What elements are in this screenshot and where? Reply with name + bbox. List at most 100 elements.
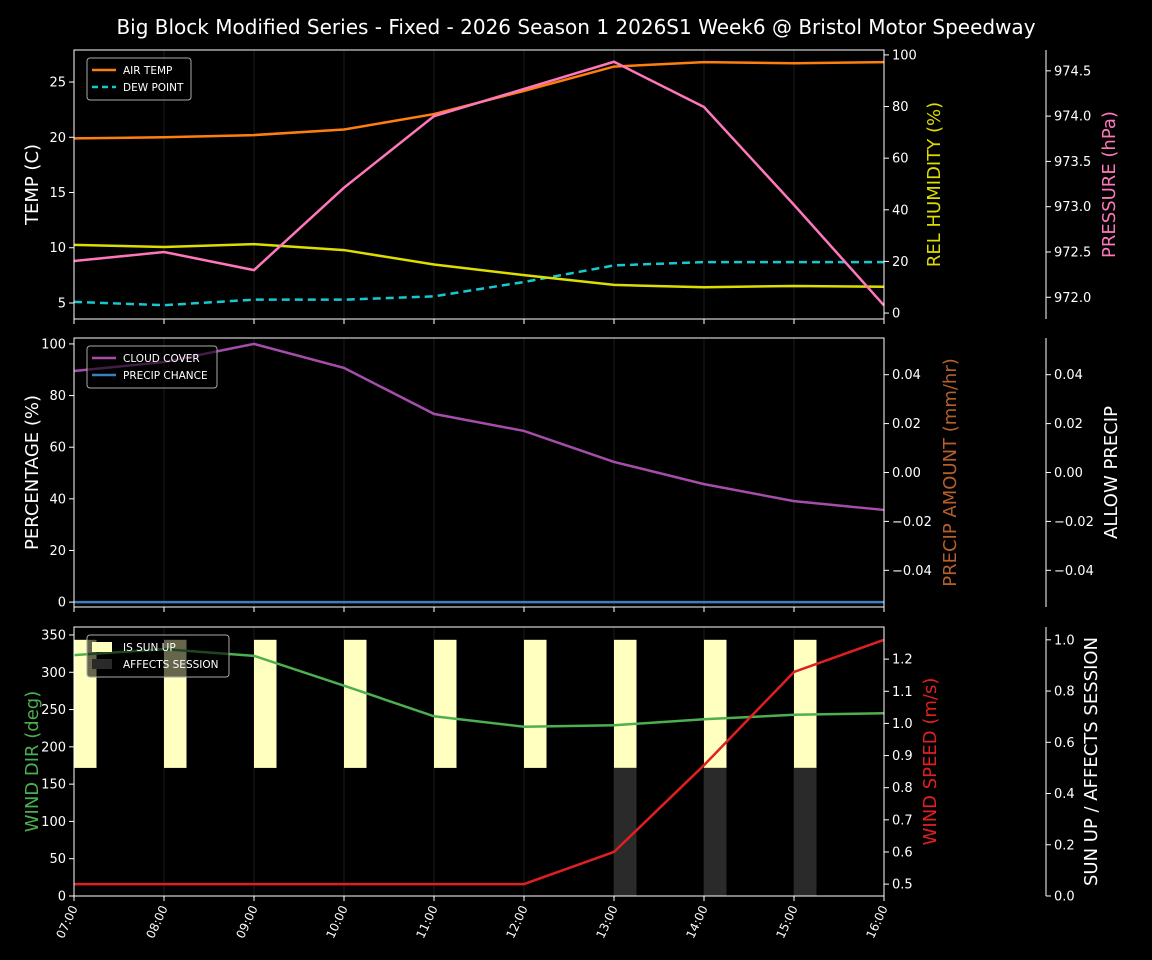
x-tick-label: 13:00 (593, 903, 620, 940)
axis-label: PERCENTAGE (%) (22, 395, 43, 550)
y-tick-label: 0.02 (892, 417, 921, 432)
legend: IS SUN UP AFFECTS SESSION (86, 634, 230, 678)
legend-label: CLOUD COVER (123, 353, 200, 365)
x-tick-label: 12:00 (503, 903, 530, 940)
legend-swatch (92, 642, 112, 652)
y-tick-label: 80 (49, 389, 66, 404)
plot-area (74, 50, 884, 319)
bar-is-sun-up (614, 639, 637, 768)
y-tick-label: 0.00 (1054, 466, 1083, 481)
x-tick-label: 09:00 (233, 903, 260, 940)
y-tick-label: 15 (49, 186, 66, 201)
y-tick-label: −0.04 (1054, 564, 1094, 579)
y-tick-label: 100 (41, 815, 66, 830)
series-line-axis2 (73, 60, 885, 307)
legend-swatch (92, 659, 112, 669)
y-tick-label: −0.04 (892, 564, 932, 579)
legend-box (86, 57, 192, 101)
y-tick-label: 150 (41, 778, 66, 793)
y-tick-label: 972.0 (1054, 291, 1091, 306)
y-tick-label: 1.2 (892, 653, 913, 668)
y-tick-label: 40 (49, 492, 66, 507)
y-tick-label: 0.8 (892, 781, 913, 796)
y-tick-label: 0 (58, 890, 66, 905)
chart-title: Big Block Modified Series - Fixed - 2026… (116, 15, 1036, 39)
y-tick-label: 0.9 (892, 749, 913, 764)
y-tick-label: 300 (41, 666, 66, 681)
y-tick-label: 25 (49, 76, 66, 91)
axis-label: SUN UP / AFFECTS SESSION (1081, 637, 1102, 886)
bar-affects-session (614, 767, 637, 896)
legend-label: DEW POINT (123, 82, 184, 94)
y-tick-label: 20 (49, 131, 66, 146)
legend-label: PRECIP CHANCE (123, 370, 208, 382)
bar-is-sun-up (344, 639, 367, 768)
y-tick-label: 350 (41, 628, 66, 643)
x-tick-label: 14:00 (683, 903, 710, 940)
x-tick-label: 07:00 (53, 903, 80, 940)
y-tick-label: 5 (58, 296, 66, 311)
y-tick-label: 0.00 (892, 466, 921, 481)
axis-label: WIND SPEED (m/s) (920, 678, 941, 846)
y-tick-label: 20 (892, 255, 909, 270)
y-tick-label: 20 (49, 544, 66, 559)
legend-label: AIR TEMP (123, 65, 172, 77)
bar-is-sun-up (434, 639, 457, 768)
y-tick-label: 0.8 (1054, 685, 1075, 700)
y-tick-label: 0.04 (1054, 368, 1083, 383)
panel-3: 07:00 08:00 09:00 10:00 11:00 12:00 13:00 14:00… (22, 626, 1102, 941)
bar-is-sun-up (254, 639, 277, 768)
axis-label: WIND DIR (deg) (22, 691, 43, 833)
legend-box (86, 345, 218, 389)
axis-label: TEMP (C) (22, 144, 43, 226)
y-tick-label: 0.6 (892, 845, 913, 860)
y-tick-label: 100 (892, 48, 917, 63)
y-tick-label: 0.4 (1054, 787, 1075, 802)
axis-label: ALLOW PRECIP (1101, 406, 1122, 539)
y-tick-label: 60 (49, 441, 66, 456)
y-tick-label: 1.1 (892, 685, 913, 700)
y-tick-label: 973.5 (1054, 155, 1091, 170)
x-tick-label: 10:00 (323, 903, 350, 940)
bar-affects-session (794, 767, 817, 896)
plot-frame (73, 49, 885, 320)
y-tick-label: 0.5 (892, 878, 913, 893)
y-tick-label: 974.5 (1054, 64, 1091, 79)
y-tick-label: 40 (892, 203, 909, 218)
y-tick-label: 974.0 (1054, 110, 1091, 125)
y-tick-label: 1.0 (1054, 633, 1075, 648)
y-tick-label: 0.6 (1054, 736, 1075, 751)
bar-is-sun-up (794, 639, 817, 768)
panel-2: 0 20 40 60 80 100 PERCENTAGE (%) −0.04 −0.02 0.00… (22, 337, 1122, 612)
y-tick-label: 0.7 (892, 813, 913, 828)
series-line-axis1 (73, 242, 885, 289)
bar-is-sun-up (704, 639, 727, 768)
y-tick-label: 60 (892, 152, 909, 167)
y-tick-label: 0 (58, 596, 66, 611)
x-tick-label: 16:00 (863, 903, 890, 940)
y-tick-label: 973.0 (1054, 200, 1091, 215)
bar-affects-session (704, 767, 727, 896)
legend: CLOUD COVER PRECIP CHANCE (86, 345, 218, 389)
y-tick-label: 250 (41, 703, 66, 718)
legend-box (86, 634, 230, 678)
y-tick-label: 0.02 (1054, 417, 1083, 432)
y-tick-label: 0.0 (1054, 890, 1075, 905)
y-tick-label: 50 (49, 852, 66, 867)
legend: AIR TEMP DEW POINT (86, 57, 192, 101)
y-tick-label: 1.0 (892, 717, 913, 732)
x-tick-label: 08:00 (143, 903, 170, 940)
axis-label: PRESSURE (hPa) (1099, 111, 1120, 258)
plot-frame (73, 626, 885, 897)
y-tick-label: 0 (892, 307, 900, 322)
y-tick-label: 0.04 (892, 368, 921, 383)
bar-is-sun-up (524, 639, 547, 768)
y-tick-label: 0.2 (1054, 838, 1075, 853)
axis-label: REL HUMIDITY (%) (924, 102, 945, 267)
y-tick-label: 100 (41, 337, 66, 352)
y-tick-label: −0.02 (1054, 515, 1094, 530)
legend-label: IS SUN UP (123, 642, 176, 654)
y-tick-label: 80 (892, 100, 909, 115)
panel-1: 5 10 15 20 25 TEMP (C) 0 20 40 60 80 100 REL HUMIDIT… (22, 48, 1120, 324)
